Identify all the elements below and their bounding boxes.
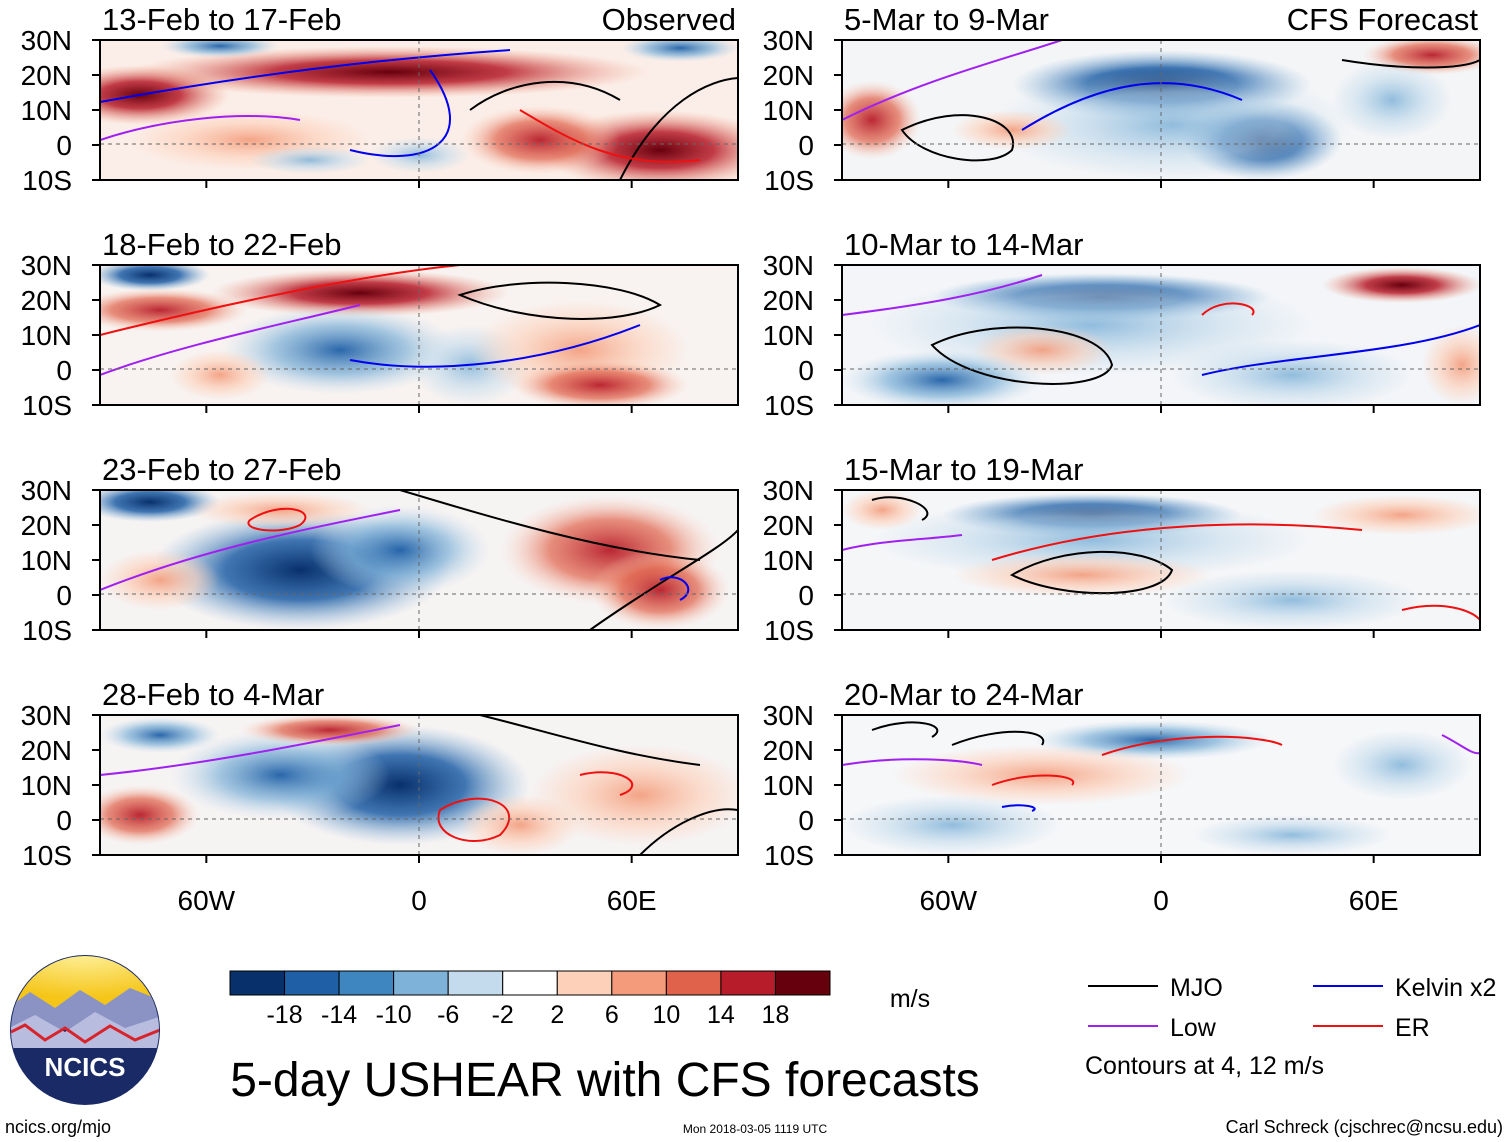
colorbar-label: -6: [437, 1001, 459, 1029]
y-tick-label: 10S: [22, 390, 72, 421]
main-title: 5-day USHEAR with CFS forecasts: [230, 1054, 980, 1107]
y-tick-label: 0: [56, 805, 72, 836]
legend-label: MJO: [1170, 974, 1223, 1002]
y-tick-label: 30N: [21, 700, 72, 731]
legend-label: ER: [1395, 1014, 1430, 1042]
colorbar-swatch: [284, 970, 340, 996]
column-label: CFS Forecast: [1287, 2, 1479, 37]
colorbar-label: 2: [550, 1001, 564, 1029]
panel-title: 13-Feb to 17-Feb: [102, 2, 342, 37]
panel-fcst-4: [841, 714, 1481, 856]
logo-text: NCICS: [45, 1052, 126, 1082]
colorbar-swatch: [774, 970, 831, 996]
x-tick-label: 60W: [178, 885, 236, 916]
legend-label: Low: [1170, 1014, 1217, 1042]
colorbar-label: 18: [762, 1001, 790, 1029]
panel-title: 18-Feb to 22-Feb: [102, 227, 342, 262]
x-tick-label: 60E: [607, 885, 657, 916]
panel-obs-2: [99, 264, 739, 406]
y-tick-label: 10N: [763, 545, 814, 576]
column-label: Observed: [602, 2, 736, 37]
y-tick-label: 10S: [764, 165, 814, 196]
colorbar-swatch: [447, 970, 504, 996]
y-tick-label: 10N: [21, 545, 72, 576]
colorbar-label: 6: [605, 1001, 619, 1029]
colorbar-label: -2: [492, 1001, 514, 1029]
y-tick-label: 20N: [763, 60, 814, 91]
y-tick-label: 30N: [21, 475, 72, 506]
y-tick-label: 0: [56, 130, 72, 161]
colorbar-swatch: [665, 970, 722, 996]
contour-note: Contours at 4, 12 m/s: [1085, 1052, 1324, 1080]
panel-title: 15-Mar to 19-Mar: [844, 452, 1083, 487]
panel-title: 23-Feb to 27-Feb: [102, 452, 342, 487]
colorbar-swatch: [502, 970, 558, 996]
colorbar-units: m/s: [890, 985, 930, 1013]
colorbar-label: 14: [707, 1001, 735, 1029]
panel-title: 28-Feb to 4-Mar: [102, 677, 324, 712]
ncics-logo: NCICS: [10, 955, 160, 1105]
panel-title: 10-Mar to 14-Mar: [844, 227, 1083, 262]
y-tick-label: 10N: [763, 320, 814, 351]
y-tick-label: 10S: [764, 840, 814, 871]
colorbar-swatch: [229, 970, 286, 996]
y-tick-label: 20N: [763, 285, 814, 316]
y-tick-label: 20N: [21, 60, 72, 91]
y-tick-label: 0: [56, 355, 72, 386]
panel-obs-4: [99, 714, 739, 856]
footer-center: Mon 2018-03-05 1119 UTC: [683, 1122, 828, 1136]
colorbar-swatch: [338, 970, 395, 996]
y-tick-label: 0: [798, 805, 814, 836]
y-tick-label: 10N: [763, 95, 814, 126]
y-tick-label: 30N: [763, 25, 814, 56]
y-tick-label: 10S: [764, 390, 814, 421]
x-tick-label: 0: [411, 885, 427, 916]
legend-label: Kelvin x2: [1395, 974, 1496, 1002]
y-tick-label: 10S: [764, 615, 814, 646]
y-tick-label: 10S: [22, 840, 72, 871]
y-tick-label: 20N: [21, 735, 72, 766]
y-tick-label: 20N: [763, 510, 814, 541]
y-tick-label: 30N: [21, 25, 72, 56]
panel-fcst-1: [841, 39, 1481, 181]
colorbar-swatch: [393, 970, 449, 996]
y-tick-label: 10S: [22, 165, 72, 196]
colorbar-label: -18: [266, 1001, 302, 1029]
y-tick-label: 30N: [763, 250, 814, 281]
colorbar-label: -14: [321, 1001, 357, 1029]
y-tick-label: 20N: [21, 510, 72, 541]
y-tick-label: 10N: [21, 95, 72, 126]
panel-title: 20-Mar to 24-Mar: [844, 677, 1083, 712]
footer-left: ncics.org/mjo: [5, 1117, 111, 1137]
colorbar-swatch: [556, 970, 613, 996]
y-tick-label: 30N: [763, 700, 814, 731]
panel-fcst-3: [841, 489, 1481, 631]
panel-title: 5-Mar to 9-Mar: [844, 2, 1049, 37]
y-tick-label: 20N: [21, 285, 72, 316]
y-tick-label: 0: [798, 580, 814, 611]
y-tick-label: 30N: [763, 475, 814, 506]
x-tick-label: 60W: [920, 885, 978, 916]
panel-obs-1: [99, 39, 739, 181]
y-tick-label: 0: [56, 580, 72, 611]
colorbar-label: 10: [652, 1001, 680, 1029]
y-tick-label: 10N: [21, 770, 72, 801]
colorbar-label: -10: [376, 1001, 412, 1029]
y-tick-label: 10S: [22, 615, 72, 646]
y-tick-label: 0: [798, 355, 814, 386]
footer-right: Carl Schreck (cjschrec@ncsu.edu): [1226, 1117, 1503, 1137]
x-tick-label: 60E: [1349, 885, 1399, 916]
x-tick-label: 0: [1153, 885, 1169, 916]
panel-fcst-2: [841, 264, 1481, 406]
colorbar-swatch: [611, 970, 667, 996]
panel-obs-3: [99, 489, 739, 631]
colorbar-swatch: [720, 970, 776, 996]
y-tick-label: 30N: [21, 250, 72, 281]
y-tick-label: 20N: [763, 735, 814, 766]
y-tick-label: 0: [798, 130, 814, 161]
y-tick-label: 10N: [21, 320, 72, 351]
y-tick-label: 10N: [763, 770, 814, 801]
